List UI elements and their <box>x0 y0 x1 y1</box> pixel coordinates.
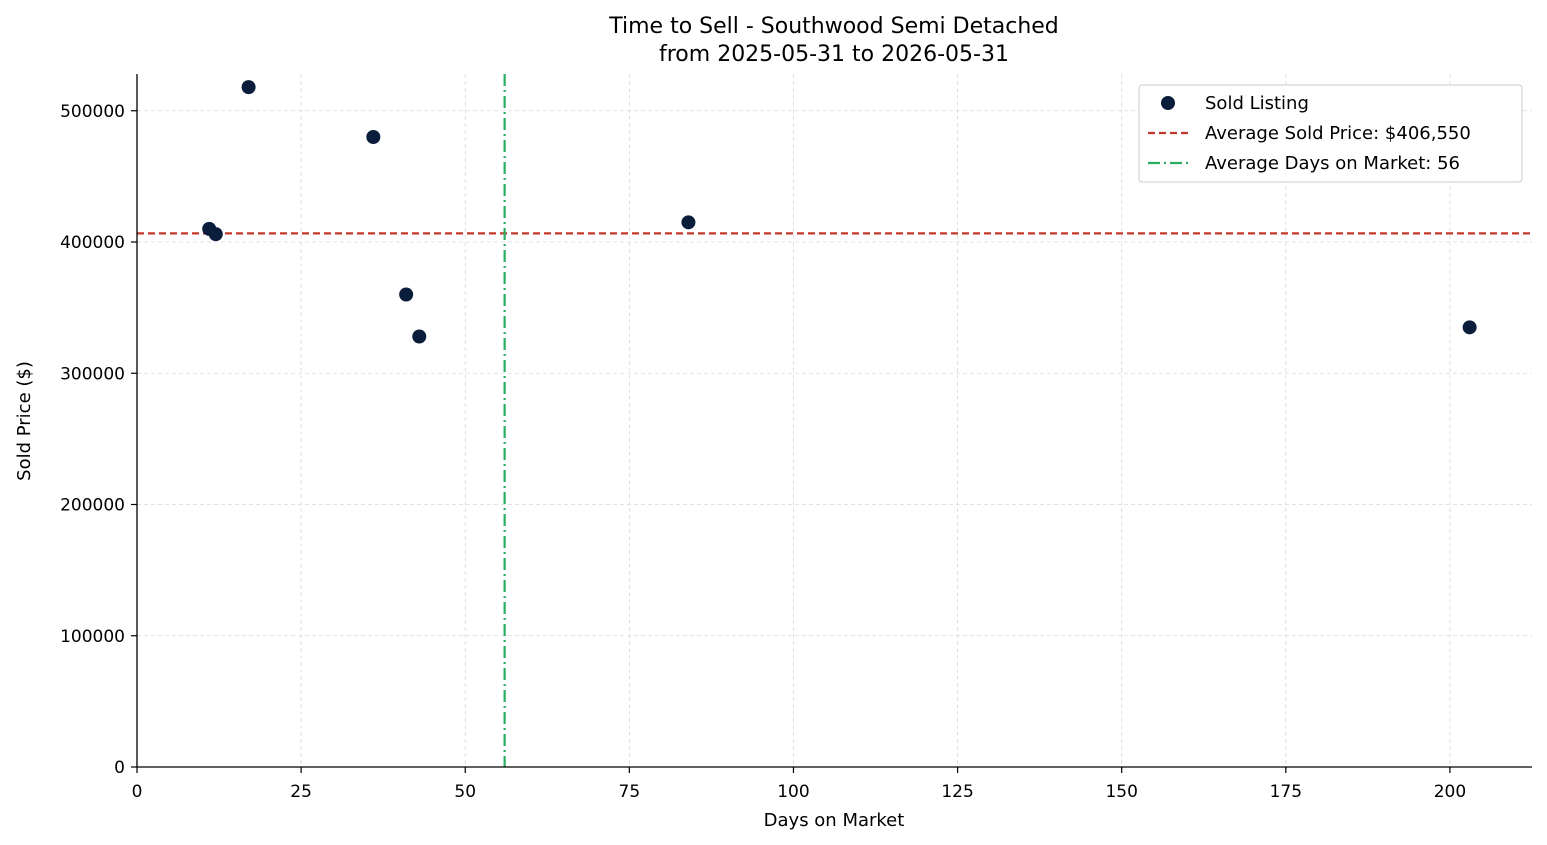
legend-label-avg-price: Average Sold Price: $406,550 <box>1205 123 1471 144</box>
legend: Sold Listing Average Sold Price: $406,55… <box>1138 84 1523 183</box>
legend-box <box>1138 84 1523 183</box>
x-tick-label: 150 <box>1105 782 1137 802</box>
x-tick-label: 100 <box>777 782 809 802</box>
sold-listing-point <box>681 215 696 230</box>
legend-label-avg-days: Average Days on Market: 56 <box>1205 153 1460 174</box>
reference-lines <box>137 74 1532 767</box>
sold-listing-point <box>412 329 427 344</box>
y-axis-label: Sold Price ($) <box>14 361 35 481</box>
chart-subtitle: from 2025-05-31 to 2026-05-31 <box>659 42 1009 67</box>
x-tick-label: 50 <box>454 782 476 802</box>
x-tick-label: 200 <box>1434 782 1466 802</box>
sold-listing-point <box>1462 320 1477 335</box>
y-tick-label: 200000 <box>60 496 125 516</box>
data-points <box>202 80 1477 344</box>
chart-title: Time to Sell - Southwood Semi Detached <box>608 14 1059 39</box>
sold-listing-point <box>208 227 223 242</box>
x-tick-label: 0 <box>132 782 143 802</box>
x-tick-label: 75 <box>619 782 641 802</box>
y-tick-label: 400000 <box>60 233 125 253</box>
sold-listing-point <box>399 287 414 302</box>
x-tick-label: 25 <box>290 782 312 802</box>
y-tick-label: 300000 <box>60 364 125 384</box>
sold-listing-point <box>241 80 256 95</box>
legend-marker-sold-listing <box>1161 96 1175 110</box>
legend-label-sold-listing: Sold Listing <box>1205 93 1309 114</box>
x-tick-label: 125 <box>941 782 973 802</box>
y-tick-label: 0 <box>114 758 125 778</box>
y-tick-label: 500000 <box>60 102 125 122</box>
y-ticks: 0 100000 200000 300000 400000 500000 <box>60 102 137 778</box>
sold-listing-point <box>366 130 381 144</box>
x-ticks: 0 25 50 75 100 125 150 175 200 <box>132 767 1466 802</box>
x-axis-label: Days on Market <box>764 810 905 831</box>
x-tick-label: 175 <box>1270 782 1302 802</box>
y-tick-label: 100000 <box>60 627 125 647</box>
